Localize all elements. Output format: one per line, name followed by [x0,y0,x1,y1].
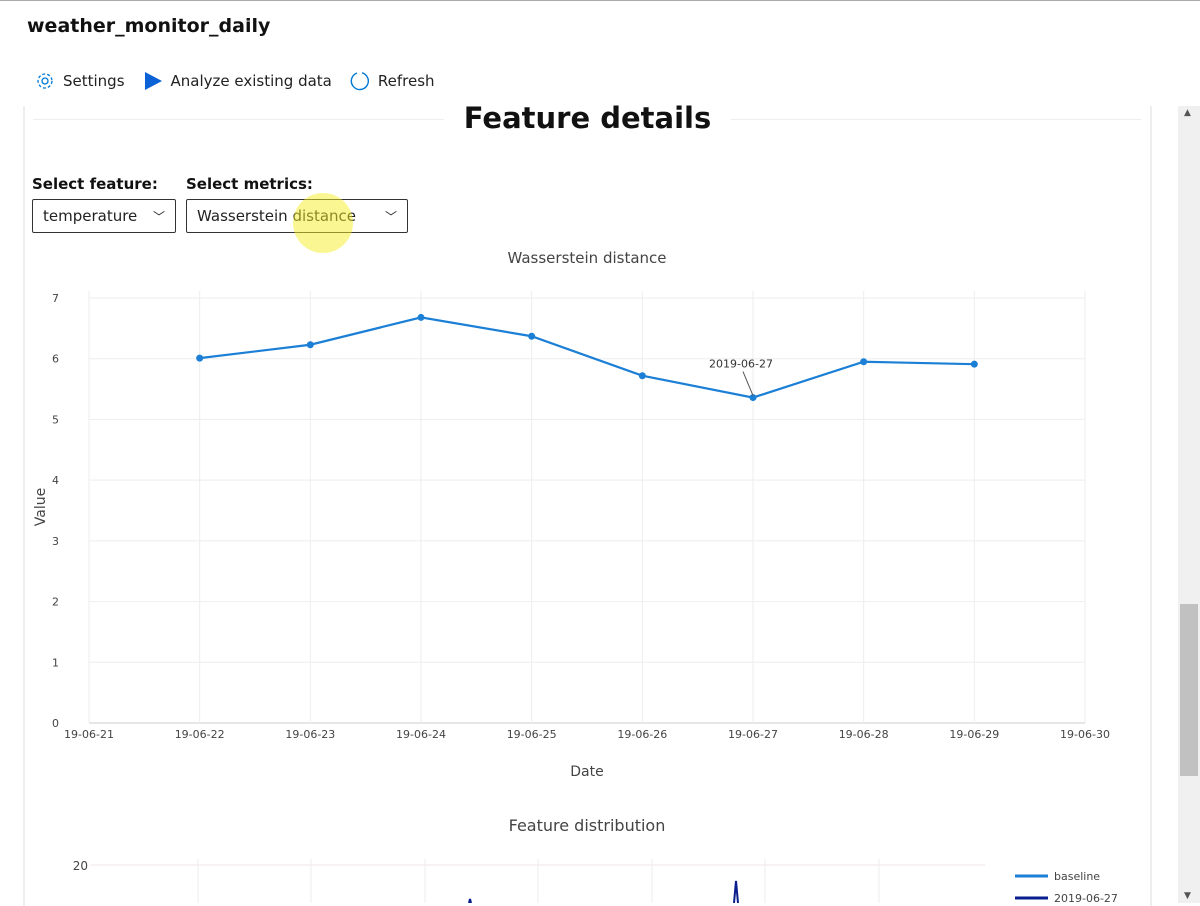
toolbar: Settings Analyze existing data Refresh [35,71,435,91]
chevron-down-icon: ﹀ [384,209,397,224]
distribution-title: Feature distribution [509,816,666,835]
chart-title: Wasserstein distance [507,249,666,267]
refresh-label: Refresh [377,72,435,90]
hover-label: 2019-06-27 [709,358,773,371]
y-tick-label: 4 [52,474,59,487]
dist-y-tick: 20 [73,859,88,873]
x-tick-label: 19-06-22 [175,728,225,741]
feature-panel [23,106,1152,906]
y-tick-label: 2 [52,596,59,609]
dist-spike [733,880,739,903]
x-tick-label: 19-06-29 [949,728,999,741]
analyze-button[interactable]: Analyze existing data [143,71,332,91]
x-tick-label: 19-06-23 [285,728,335,741]
feature-label: Select feature: [32,175,158,193]
scrollbar-thumb[interactable] [1180,604,1198,776]
legend-date[interactable]: 2019-06-27 [1054,892,1118,903]
data-point[interactable] [417,313,425,321]
data-point[interactable] [638,372,646,380]
chevron-down-icon: ﹀ [152,209,165,224]
data-point[interactable] [196,354,204,362]
feature-value: temperature [43,207,138,225]
section-title: Feature details [443,101,732,135]
scroll-down-icon[interactable]: ▼ [1184,891,1191,901]
data-point[interactable] [528,332,536,340]
legend-baseline[interactable]: baseline [1054,870,1100,883]
refresh-button[interactable]: Refresh [350,71,435,91]
y-axis-label: Value [33,488,49,526]
analyze-label: Analyze existing data [170,72,332,90]
app-title: weather_monitor_daily [27,15,271,37]
data-point[interactable] [860,358,868,366]
x-tick-label: 19-06-28 [839,728,889,741]
y-tick-label: 6 [52,353,59,366]
play-icon [144,72,162,90]
gear-icon [37,73,53,89]
metrics-label: Select metrics: [186,175,313,193]
y-tick-label: 5 [52,413,59,426]
feature-select[interactable]: temperature ﹀ [32,199,176,233]
dist-vgrid [197,859,880,903]
x-tick-label: 19-06-25 [507,728,557,741]
scroll-up-icon[interactable]: ▲ [1184,108,1191,118]
cursor-highlight [293,193,353,253]
x-tick-label: 19-06-24 [396,728,446,741]
y-tick-label: 1 [52,656,59,669]
settings-label: Settings [63,72,125,90]
y-tick-label: 7 [52,292,59,305]
y-tick-label: 0 [52,717,59,730]
settings-button[interactable]: Settings [35,71,125,91]
x-tick-label: 19-06-27 [728,728,778,741]
x-tick-label: 19-06-21 [64,728,114,741]
dist-spike [468,898,472,903]
x-tick-label: 19-06-26 [617,728,667,741]
hover-pointer [742,371,754,396]
data-point[interactable] [970,360,978,368]
refresh-icon [350,72,369,91]
y-tick-label: 3 [52,535,59,548]
data-point[interactable] [749,394,757,402]
wasserstein-chart: Wasserstein distance Date Value 0 1 2 3 4 5 6 7… [33,249,1118,903]
series-line [199,316,975,399]
scrollbar[interactable]: ▲ ▼ [1178,106,1200,903]
data-point[interactable] [306,341,314,349]
x-axis-label: Date [570,764,603,780]
x-tick-label: 19-06-30 [1060,728,1110,741]
